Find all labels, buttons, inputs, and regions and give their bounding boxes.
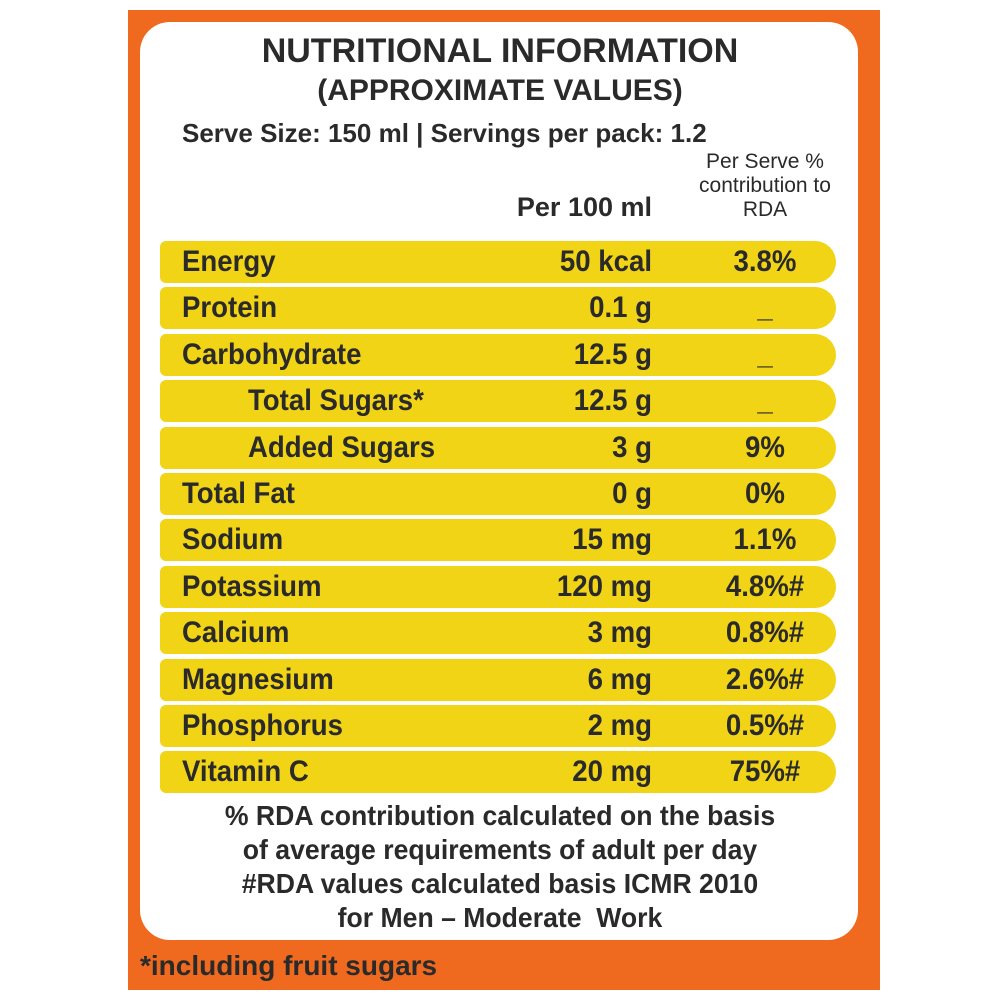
nutrient-name: Total Fat	[182, 477, 295, 510]
nutrient-name: Calcium	[182, 616, 290, 650]
row-background	[160, 751, 836, 794]
row-background	[160, 658, 836, 701]
rda-percent: 0%	[745, 477, 785, 510]
note-line: #RDA values calculated basis ICMR 2010	[241, 868, 759, 899]
rda-percent: _	[757, 384, 773, 418]
note-line: for Men – Moderate Work	[337, 902, 663, 933]
column-header: Per 100 ml	[516, 192, 652, 222]
rda-percent: 1.1%	[733, 523, 797, 557]
footer-note: *including fruit sugars	[140, 950, 438, 981]
per-100ml: 120 mg	[556, 569, 652, 603]
rda-percent: 2.6%#	[725, 662, 805, 696]
title: NUTRITIONAL INFORMATION	[261, 32, 739, 70]
rda-percent: 0.5%#	[725, 709, 805, 742]
row-background	[160, 333, 836, 376]
nutrient-name: Energy	[182, 245, 276, 278]
per-100ml: 0 g	[612, 477, 652, 510]
row-background	[160, 241, 836, 283]
row-background	[160, 565, 836, 608]
rda-percent: _	[757, 337, 773, 371]
rda-percent: 75%#	[729, 755, 801, 789]
per-100ml: 6 mg	[587, 662, 652, 696]
nutrient-name: Added Sugars	[248, 430, 436, 464]
per-100ml: 20 mg	[572, 755, 652, 789]
per-100ml: 3 g	[612, 430, 652, 464]
per-100ml: 3 mg	[587, 616, 652, 650]
per-100ml: 50 kcal	[559, 245, 652, 278]
per-100ml: 0.1 g	[589, 291, 652, 325]
nutrient-name: Vitamin C	[182, 755, 309, 789]
per-100ml: 12.5 g	[573, 384, 652, 418]
row-background	[160, 519, 836, 562]
nutrient-name: Sodium	[182, 523, 284, 557]
subtitle: (APPROXIMATE VALUES)	[317, 74, 683, 107]
rda-percent: 3.8%	[733, 245, 797, 278]
rda-percent: _	[757, 291, 773, 325]
note-line: % RDA contribution calculated on the bas…	[224, 800, 776, 831]
row-background	[160, 287, 836, 330]
rda-percent: 4.8%#	[725, 569, 805, 603]
row-background	[160, 380, 836, 423]
column-header: Per Serve % contribution to RDA	[699, 150, 831, 221]
row-background	[160, 426, 836, 469]
serve-info: Serve Size: 150 ml | Servings per pack: …	[182, 118, 707, 148]
rda-percent: 0.8%#	[725, 616, 805, 650]
nutrient-name: Protein	[182, 291, 278, 325]
nutrient-name: Magnesium	[182, 662, 334, 696]
nutrient-name: Phosphorus	[182, 709, 344, 742]
row-background	[160, 612, 836, 655]
nutrient-name: Total Sugars*	[248, 384, 424, 418]
row-background	[160, 705, 836, 747]
nutrient-name: Carbohydrate	[182, 337, 362, 371]
per-100ml: 12.5 g	[573, 337, 652, 371]
per-100ml: 2 mg	[587, 709, 652, 742]
per-100ml: 15 mg	[572, 523, 652, 557]
rda-percent: 9%	[745, 430, 785, 464]
row-background	[160, 473, 836, 515]
note-line: of average requirements of adult per day	[242, 834, 758, 865]
nutrient-name: Potassium	[182, 569, 322, 603]
